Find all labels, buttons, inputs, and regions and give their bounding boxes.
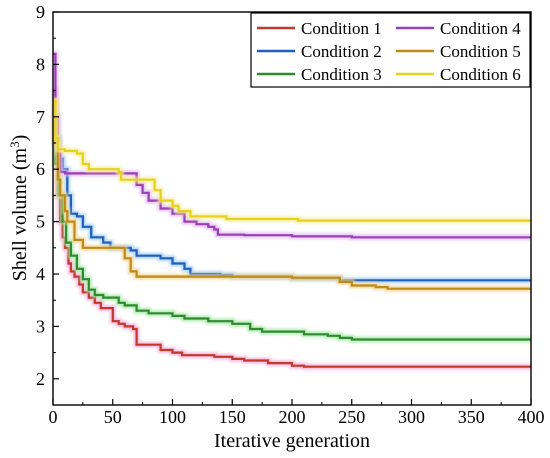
axes-layer: 0 50 100 150 200 250 300 350 400 2 3 4 5 6 7 8 9 [36,2,545,427]
legend-label-2: Condition 2 [301,42,382,61]
x-tick-label: 300 [398,407,425,427]
y-tick-label: 3 [36,316,45,336]
y-tick-label: 4 [36,264,45,284]
series-line-3 [53,115,531,341]
y-tick-label: 9 [36,2,45,22]
y-tick-label: 7 [36,107,45,127]
y-tick-label: 6 [36,159,45,179]
x-axis-title: Iterative generation [214,430,370,452]
series-line-4 [53,52,531,239]
legend: Condition 1 Condition 2 Condition 3 Conditi… [250,12,531,88]
y-axis-title-superscript: 3 [7,141,22,148]
x-tick-label: 100 [159,407,186,427]
y-tick-label: 2 [36,369,45,389]
x-tick-label: 350 [458,407,485,427]
series-line-6 [53,100,531,222]
legend-box [250,12,531,88]
legend-label-6: Condition 6 [440,65,521,84]
series-layer [52,50,531,370]
series-line-5 [53,100,531,290]
y-axis-title: Shell volume (m3) [7,135,32,282]
x-tick-label: 400 [518,407,545,427]
x-tick-label: 250 [338,407,365,427]
x-tick-label: 50 [104,407,122,427]
legend-label-1: Condition 1 [301,19,382,38]
x-tick-label: 0 [49,407,58,427]
y-tick-label: 8 [36,54,45,74]
y-tick-label: 5 [36,212,45,232]
legend-label-3: Condition 3 [301,65,382,84]
x-tick-label: 150 [219,407,246,427]
legend-label-4: Condition 4 [440,19,521,38]
x-tick-label: 200 [279,407,306,427]
y-axis-title-prefix: Shell volume (m [9,147,31,281]
y-axis-title-suffix: ) [9,135,31,142]
legend-label-5: Condition 5 [440,42,521,61]
